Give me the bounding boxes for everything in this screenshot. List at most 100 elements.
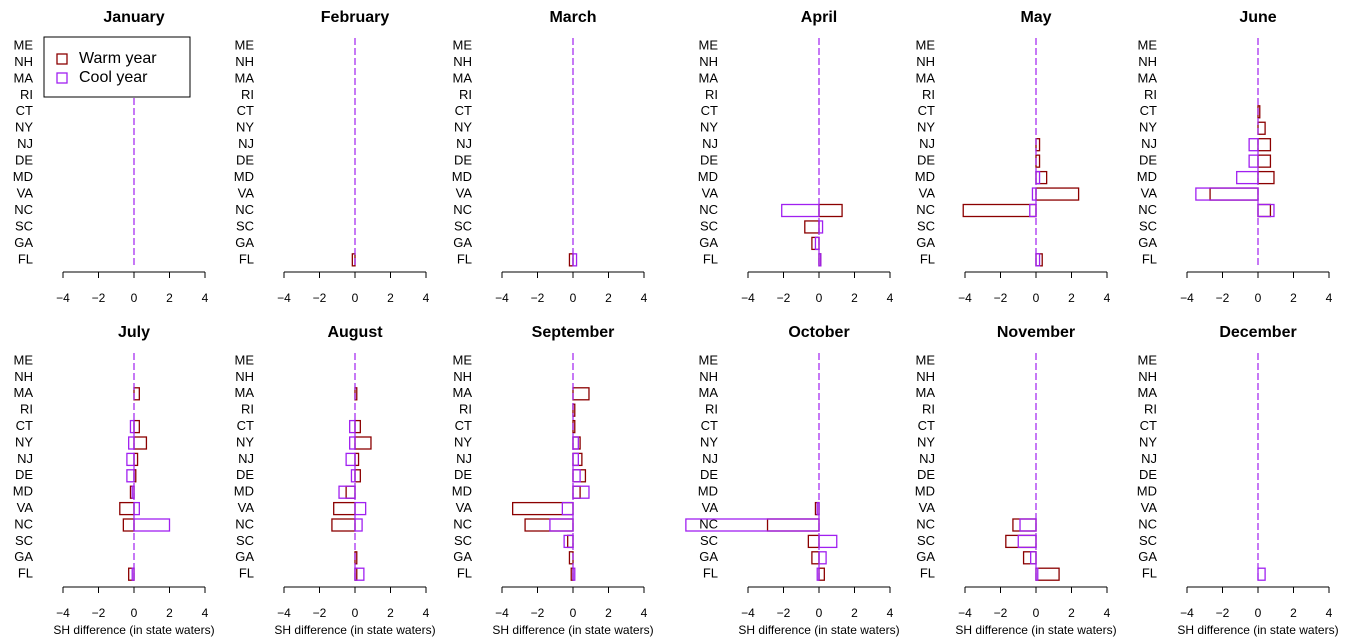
y-tick-label: NC <box>699 202 718 217</box>
y-tick-label: ME <box>235 37 255 52</box>
bar <box>811 551 820 565</box>
panel-title: August <box>327 324 383 341</box>
y-tick-label: GA <box>916 549 935 564</box>
y-tick-label: GA <box>453 235 472 250</box>
bar <box>572 452 579 467</box>
x-tick-label: 2 <box>387 606 394 620</box>
bar <box>572 436 579 450</box>
y-tick-label: VA <box>919 500 936 515</box>
x-tick-label: −2 <box>531 606 545 620</box>
x-tick-label: −2 <box>313 291 327 305</box>
y-tick-label: MD <box>13 169 33 184</box>
y-tick-label: SC <box>15 218 33 233</box>
bar <box>128 436 135 450</box>
y-tick-label: MA <box>235 70 255 85</box>
y-tick-label: MA <box>14 385 34 400</box>
x-tick-label: 2 <box>1068 606 1075 620</box>
y-tick-label: NH <box>14 369 33 384</box>
y-tick-label: VA <box>702 185 719 200</box>
x-tick-label: 2 <box>1290 606 1297 620</box>
x-axis-label: SH difference (in state waters) <box>274 623 435 637</box>
y-tick-label: ME <box>699 37 719 52</box>
bar <box>512 501 574 516</box>
x-tick-label: 4 <box>887 606 894 620</box>
bar <box>781 203 820 218</box>
bar <box>818 220 824 234</box>
x-tick-label: 0 <box>570 291 577 305</box>
bar <box>128 567 135 581</box>
bar <box>572 469 581 483</box>
x-tick-label: 4 <box>202 606 209 620</box>
y-tick-label: SC <box>1139 218 1157 233</box>
y-tick-label: NJ <box>919 451 935 466</box>
y-tick-label: VA <box>1141 185 1158 200</box>
y-tick-label: ME <box>699 352 719 367</box>
y-tick-label: GA <box>1138 549 1157 564</box>
x-tick-label: −4 <box>56 291 70 305</box>
bar <box>119 501 135 516</box>
y-tick-label: RI <box>922 402 935 417</box>
y-tick-label: RI <box>20 402 33 417</box>
y-tick-label: SC <box>236 533 254 548</box>
x-tick-label: −4 <box>277 291 291 305</box>
y-tick-label: SC <box>700 218 718 233</box>
y-tick-label: NH <box>14 54 33 69</box>
x-tick-label: 0 <box>816 606 823 620</box>
bar <box>1019 518 1037 532</box>
y-tick-label: RI <box>459 87 472 102</box>
y-tick-label: NH <box>235 54 254 69</box>
bar <box>1035 187 1080 201</box>
bar <box>345 485 356 499</box>
y-tick-label: MA <box>699 70 719 85</box>
x-tick-label: 0 <box>570 606 577 620</box>
y-tick-label: RI <box>241 87 254 102</box>
panel-title: February <box>321 9 390 26</box>
x-axis-label: SH difference (in state waters) <box>955 623 1116 637</box>
y-tick-label: DE <box>1139 153 1157 168</box>
y-tick-label: NJ <box>1141 136 1157 151</box>
y-tick-label: MA <box>699 385 719 400</box>
x-tick-label: −2 <box>313 606 327 620</box>
y-tick-label: VA <box>238 185 255 200</box>
legend-swatch <box>56 72 68 84</box>
y-tick-label: NC <box>916 202 935 217</box>
x-tick-label: −4 <box>277 606 291 620</box>
y-tick-label: CT <box>237 418 254 433</box>
bar <box>572 436 581 450</box>
y-tick-label: NY <box>454 120 472 135</box>
y-tick-label: MA <box>14 70 34 85</box>
y-tick-label: NC <box>1138 202 1157 217</box>
bar <box>1248 154 1259 168</box>
y-tick-label: MA <box>916 385 936 400</box>
y-tick-label: MA <box>916 70 936 85</box>
bar <box>572 403 576 417</box>
y-tick-label: FL <box>18 566 33 581</box>
y-tick-label: GA <box>235 235 254 250</box>
y-tick-label: SC <box>1139 533 1157 548</box>
y-tick-label: NJ <box>456 451 472 466</box>
y-tick-label: NC <box>14 516 33 531</box>
x-tick-label: 2 <box>851 291 858 305</box>
bar <box>122 518 135 532</box>
x-tick-label: 4 <box>1326 606 1333 620</box>
y-tick-label: VA <box>238 500 255 515</box>
x-tick-label: 2 <box>1290 291 1297 305</box>
x-tick-label: −4 <box>958 291 972 305</box>
y-tick-label: NY <box>917 434 935 449</box>
x-tick-label: −2 <box>777 606 791 620</box>
y-tick-label: SC <box>917 533 935 548</box>
bar <box>354 469 361 483</box>
bar <box>1029 203 1037 218</box>
x-tick-label: −2 <box>994 606 1008 620</box>
y-tick-label: VA <box>456 500 473 515</box>
bar <box>567 534 574 549</box>
y-tick-label: ME <box>235 352 255 367</box>
bar <box>354 436 372 450</box>
x-tick-label: 2 <box>1068 291 1075 305</box>
y-tick-label: NY <box>15 434 33 449</box>
bar <box>133 518 171 532</box>
bar <box>349 436 356 450</box>
bar <box>1022 551 1037 565</box>
bar <box>818 534 838 549</box>
y-tick-label: ME <box>916 352 936 367</box>
